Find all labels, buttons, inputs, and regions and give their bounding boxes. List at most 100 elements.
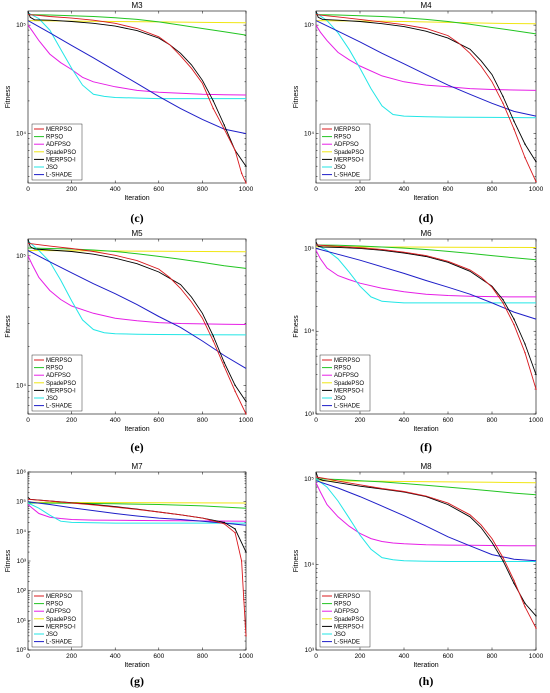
y-tick-label: 10⁵ xyxy=(304,476,314,483)
series-point-merpso xyxy=(234,390,236,392)
legend-label: ADFPSO xyxy=(46,609,71,615)
series-point-merpso-i xyxy=(234,384,236,386)
legend-label: MERPSO xyxy=(46,127,72,133)
series-point-merpso xyxy=(245,413,247,415)
series-point-merpso xyxy=(513,323,515,326)
y-tick-label: 10⁴ xyxy=(304,328,314,335)
series-point-merpso xyxy=(245,182,247,184)
legend-label: L-SHADE xyxy=(46,640,72,646)
series-point-merpso-i xyxy=(223,361,225,364)
series-point-merpso xyxy=(513,579,515,582)
series-line-adfpso xyxy=(27,255,247,325)
series-line-rpso xyxy=(315,244,537,261)
legend-label: JSO xyxy=(334,396,346,402)
x-tick-label: 200 xyxy=(355,417,366,424)
x-tick-label: 0 xyxy=(26,653,30,660)
x-tick-label: 400 xyxy=(110,417,121,424)
x-tick-label: 600 xyxy=(153,653,164,660)
x-tick-label: 800 xyxy=(197,417,208,424)
series-line-l-shade xyxy=(27,20,247,135)
panel-label: (c) xyxy=(130,211,143,225)
y-tick-label: 10³ xyxy=(305,411,315,418)
legend-label: MERPSO xyxy=(334,594,360,600)
legend-label: MERPSO xyxy=(46,358,72,364)
series-line-merpso xyxy=(315,14,537,182)
series-point-merpso xyxy=(240,560,243,562)
series-point-merpso-i xyxy=(535,161,537,163)
x-tick-label: 800 xyxy=(197,653,208,660)
series-point-merpso-i xyxy=(245,551,247,553)
series-line-jso xyxy=(315,12,537,119)
y-tick-label: 10⁵ xyxy=(304,245,314,252)
legend-label: MERPSO-I xyxy=(334,157,364,163)
x-tick-label: 1000 xyxy=(239,186,254,193)
series-line-merpso xyxy=(315,244,537,390)
legend-label: RPSO xyxy=(46,135,63,141)
legend-label: ADFPSO xyxy=(334,142,359,148)
series-point-merpso xyxy=(234,149,236,152)
series-point-merpso-i xyxy=(245,165,247,167)
x-tick-label: 200 xyxy=(355,186,366,193)
x-tick-label: 800 xyxy=(487,653,498,660)
chart-panel-m7: M7 0 200 400 600 800 1000 10⁰ 10¹ 10² 10³ 10⁴ 10⁵ 10⁶… xyxy=(5,462,254,688)
panel-label: (e) xyxy=(130,440,143,454)
series-point-merpso xyxy=(524,352,526,354)
x-tick-label: 600 xyxy=(153,186,164,193)
x-tick-label: 400 xyxy=(399,417,410,424)
series-point-merpso xyxy=(524,156,526,159)
series-line-jso xyxy=(315,478,536,562)
series-point-merpso xyxy=(535,627,537,629)
chart-title: M7 xyxy=(131,462,143,471)
series-point-merpso-i xyxy=(212,335,214,337)
x-tick-label: 0 xyxy=(314,186,318,193)
x-tick-label: 1000 xyxy=(529,653,544,660)
y-tick-label: 10⁴ xyxy=(304,131,314,138)
series-line-merpso-i xyxy=(27,10,247,167)
series-line-adfpso xyxy=(27,24,247,96)
y-tick-label: 10³ xyxy=(17,558,27,565)
x-tick-label: 800 xyxy=(487,186,498,193)
x-tick-label: 0 xyxy=(314,417,318,424)
series-line-l-shade xyxy=(27,501,247,526)
y-tick-label: 10⁰ xyxy=(16,646,26,654)
legend-label: JSO xyxy=(46,632,58,638)
x-tick-label: 1000 xyxy=(529,186,544,193)
series-point-merpso-i xyxy=(502,95,504,98)
legend-label: MERPSO xyxy=(334,127,360,133)
series-point-merpso xyxy=(223,365,225,368)
panel-label: (h) xyxy=(419,674,434,688)
legend-label: RPSO xyxy=(334,135,351,141)
legend-label: JSO xyxy=(46,165,58,171)
x-axis-label: Iteration xyxy=(413,662,438,669)
legend-label: L-SHADE xyxy=(334,404,360,410)
series-line-rpso xyxy=(27,502,247,509)
series-line-jso xyxy=(27,12,246,100)
chart-panel-m8: M8 0 200 400 600 800 1000 10³ 10⁴ 10⁵ Iteration Fit… xyxy=(293,462,544,688)
series-line-rpso xyxy=(315,14,537,35)
series-point-merpso xyxy=(502,302,504,304)
series-point-merpso xyxy=(502,102,504,105)
legend-label: RPSO xyxy=(46,366,63,372)
legend-label: ADFPSO xyxy=(46,142,71,148)
series-point-merpso-i xyxy=(502,560,504,562)
series-line-l-shade xyxy=(27,250,247,369)
panel-label: (d) xyxy=(419,211,434,225)
legend-label: MERPSO xyxy=(334,358,360,364)
y-tick-label: 10¹ xyxy=(17,617,27,624)
legend-label: MERPSO-I xyxy=(46,388,76,394)
series-line-merpso xyxy=(27,242,247,415)
y-axis-label: Fitness xyxy=(293,549,300,572)
x-tick-label: 600 xyxy=(443,653,454,660)
series-line-merpso xyxy=(315,476,537,629)
x-axis-label: Iteration xyxy=(413,195,438,202)
legend-label: MERPSO-I xyxy=(46,624,76,630)
legend-label: L-SHADE xyxy=(334,640,360,646)
series-line-merpso-i xyxy=(315,10,537,162)
chart-panel-m4: M4 0 200 400 600 800 1000 10⁴ 10⁵ Iteration Fitnes… xyxy=(293,1,544,225)
y-tick-label: 10⁴ xyxy=(304,561,314,568)
chart-title: M6 xyxy=(420,229,432,238)
x-tick-label: 400 xyxy=(110,653,121,660)
x-tick-label: 0 xyxy=(26,186,30,193)
